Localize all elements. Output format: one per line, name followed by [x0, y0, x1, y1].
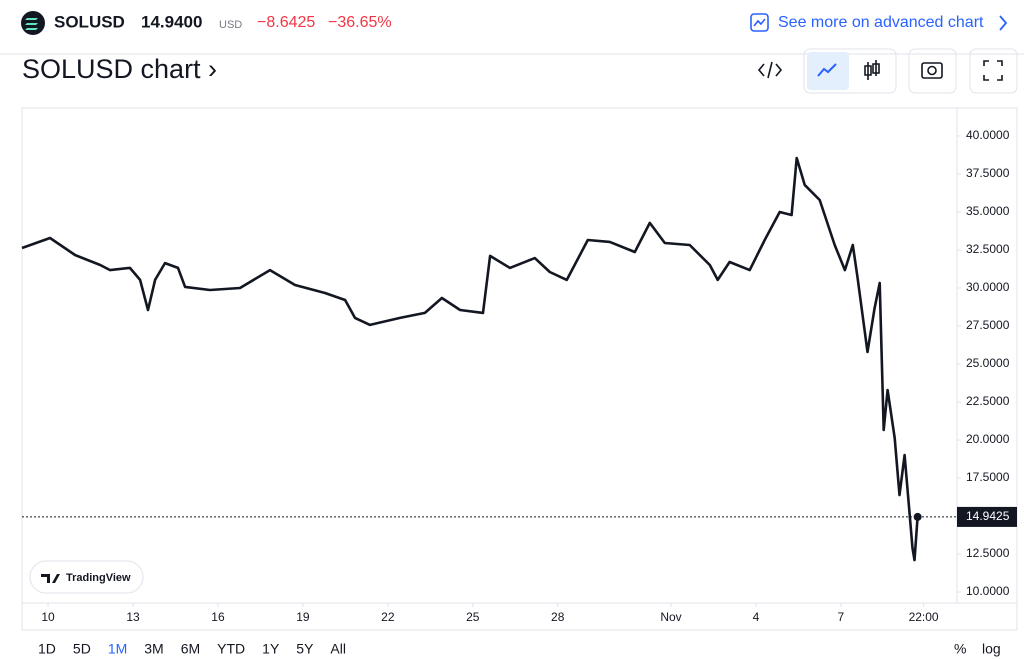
change-percent: −36.65%	[328, 14, 392, 31]
fullscreen-icon	[983, 60, 1003, 81]
screenshot-button[interactable]	[908, 48, 957, 94]
y-tick-label: 22.5000	[966, 394, 1010, 408]
last-point	[913, 512, 922, 521]
x-tick-label: 4	[753, 610, 760, 624]
watermark-logo	[41, 574, 60, 583]
scale-option[interactable]: log	[982, 641, 1001, 657]
change: −8.6425	[257, 14, 315, 31]
x-tick-label: 22	[381, 610, 395, 624]
last-price-tag	[957, 506, 1017, 527]
price-line	[21, 156, 919, 562]
y-tick-label: 37.5000	[966, 166, 1010, 180]
y-tick-label: 12.5000	[966, 546, 1010, 560]
range-button[interactable]: 1Y	[262, 641, 280, 657]
y-tick-label: 30.0000	[966, 280, 1010, 294]
x-tick-label: Nov	[660, 610, 681, 624]
x-tick-label: 10	[41, 610, 55, 624]
x-tick-label: 7	[838, 610, 845, 624]
range-button[interactable]: All	[330, 641, 346, 657]
chevron	[999, 15, 1008, 31]
fullscreen-button[interactable]	[969, 48, 1018, 94]
y-tick-label: 35.0000	[966, 204, 1010, 218]
y-tick-label: 32.5000	[966, 242, 1010, 256]
watermark-badge[interactable]	[29, 560, 144, 594]
range-button[interactable]: 1M	[108, 641, 127, 657]
camera-icon	[921, 62, 943, 79]
range-button[interactable]: 1D	[38, 641, 56, 657]
y-tick-label: 17.5000	[966, 470, 1010, 484]
range-button[interactable]: 5Y	[296, 641, 314, 657]
chart-title[interactable]: SOLUSD chart ›	[22, 54, 217, 84]
x-tick-label: 25	[466, 610, 480, 624]
chart-icon[interactable]	[750, 13, 769, 32]
line-style-icon	[817, 63, 837, 77]
x-tick-label: 16	[211, 610, 225, 624]
range-button[interactable]: 3M	[144, 641, 163, 657]
y-tick-label: 27.5000	[966, 318, 1010, 332]
last-price-label: 14.9425	[966, 509, 1010, 523]
watermark: TradingView	[66, 572, 131, 584]
range-button[interactable]: 5D	[73, 641, 91, 657]
camera-lens	[927, 65, 937, 76]
x-tick-label: 19	[296, 610, 310, 624]
chart-icon-line	[753, 18, 766, 27]
y-tick-label: 10.0000	[966, 584, 1010, 598]
currency: USD	[219, 19, 242, 31]
price: 14.9400	[141, 12, 202, 31]
logo-mark	[25, 18, 38, 30]
candle-style-button[interactable]	[864, 60, 880, 80]
y-tick-label: 25.0000	[966, 356, 1010, 370]
symbol: SOLUSD	[54, 12, 125, 31]
scale-option[interactable]: %	[954, 641, 966, 657]
x-tick-label: 22:00	[909, 610, 939, 624]
range-button[interactable]: YTD	[217, 641, 245, 657]
chart-frame	[21, 107, 1018, 631]
style-group	[803, 48, 897, 94]
x-tick-label: 28	[551, 610, 565, 624]
advanced-link[interactable]: See more on advanced chart	[778, 14, 984, 31]
x-tick-label: 13	[126, 610, 140, 624]
y-tick-label: 40.0000	[966, 128, 1010, 142]
y-tick-label: 20.0000	[966, 432, 1010, 446]
embed-button[interactable]	[757, 61, 783, 79]
range-button[interactable]: 6M	[181, 641, 200, 657]
